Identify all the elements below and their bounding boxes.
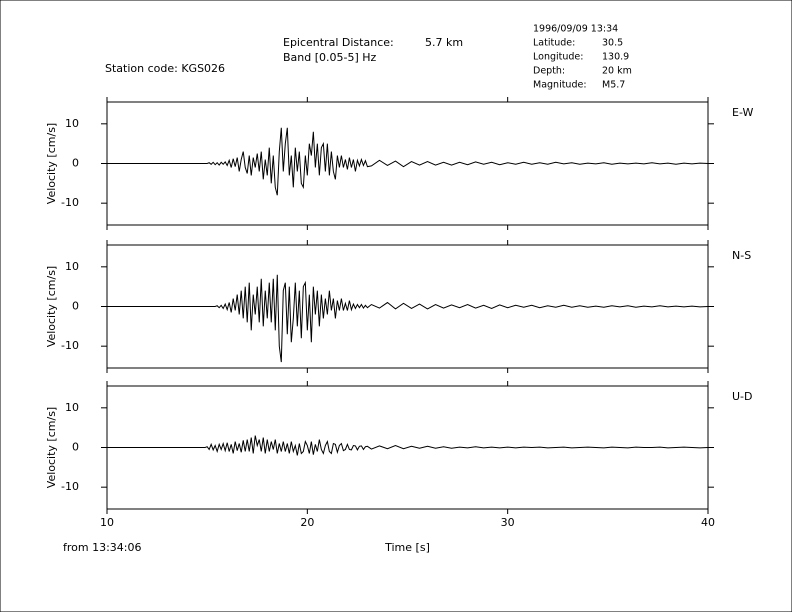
x-tick-label: 10 <box>100 516 114 529</box>
y-axis-label: Velocity [cm/s] <box>45 123 58 204</box>
y-tick-label: 10 <box>65 117 79 130</box>
param-value: M5.7 <box>602 80 625 91</box>
distance-value: 5.7 km <box>425 36 463 49</box>
param-label: Depth: <box>533 66 565 77</box>
y-tick-label: -10 <box>61 339 79 352</box>
datetime: 1996/09/09 13:34 <box>533 24 618 35</box>
y-tick-label: -10 <box>61 480 79 493</box>
y-tick-label: 0 <box>72 441 79 454</box>
waveform <box>107 127 709 196</box>
x-axis-label: Time [s] <box>384 541 430 554</box>
waveform <box>107 274 709 363</box>
param-label: Longitude: <box>533 52 583 63</box>
y-tick-label: 0 <box>72 157 79 170</box>
x-tick-label: 40 <box>701 516 715 529</box>
x-tick-label: 20 <box>300 516 314 529</box>
y-tick-label: -10 <box>61 196 79 209</box>
param-value: 30.5 <box>602 38 623 49</box>
y-tick-label: 10 <box>65 401 79 414</box>
y-axis-label: Velocity [cm/s] <box>45 266 58 347</box>
y-axis-label: Velocity [cm/s] <box>45 407 58 488</box>
component-label: U-D <box>732 390 753 403</box>
y-tick-label: 10 <box>65 260 79 273</box>
param-value: 130.9 <box>602 52 629 63</box>
x-tick-label: 30 <box>501 516 515 529</box>
band: Band [0.05-5] Hz <box>283 51 377 64</box>
component-label: N-S <box>732 249 751 262</box>
param-label: Magnitude: <box>533 80 587 91</box>
waveform <box>107 435 709 456</box>
distance-label: Epicentral Distance: <box>283 36 394 49</box>
station-code: Station code: KGS026 <box>105 62 225 75</box>
param-value: 20 km <box>602 66 632 77</box>
time-origin: from 13:34:06 <box>63 541 142 554</box>
component-label: E-W <box>732 106 753 119</box>
y-tick-label: 0 <box>72 300 79 313</box>
param-label: Latitude: <box>533 38 575 49</box>
